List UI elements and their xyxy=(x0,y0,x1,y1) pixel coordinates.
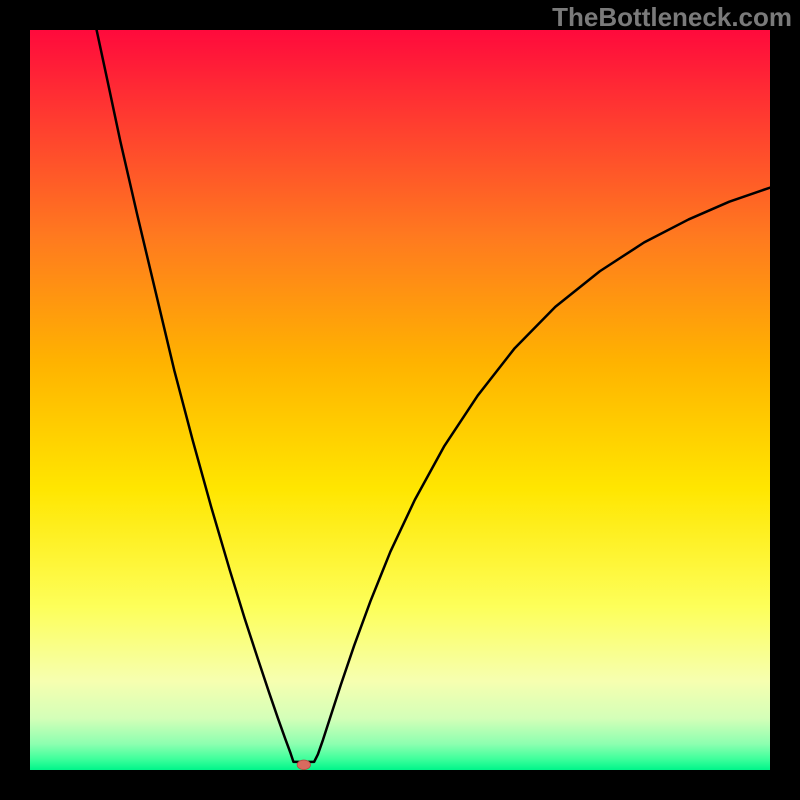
optimum-marker xyxy=(297,760,310,770)
figure-root: TheBottleneck.com xyxy=(0,0,800,800)
chart-svg xyxy=(30,30,770,770)
watermark-label: TheBottleneck.com xyxy=(552,2,792,33)
plot-area xyxy=(30,30,770,770)
gradient-background xyxy=(30,30,770,770)
